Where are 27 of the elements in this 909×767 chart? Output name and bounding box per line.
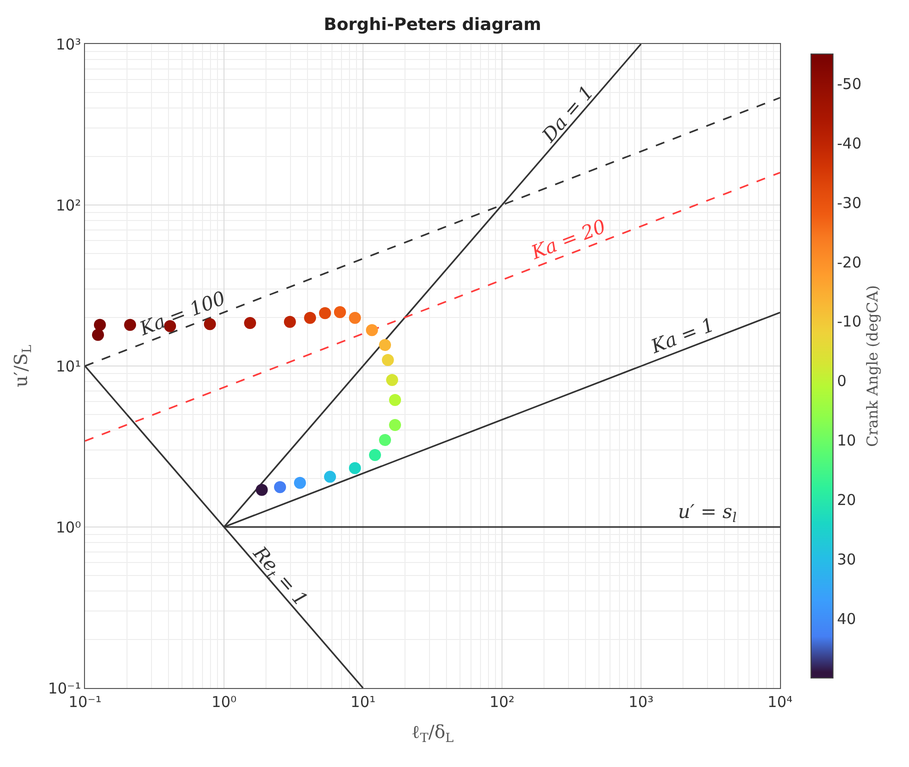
- color-bar-label: -20: [837, 253, 862, 272]
- annotation: Ka = 1: [647, 314, 718, 358]
- chart-title: Borghi-Peters diagram: [324, 14, 542, 35]
- color-bar-label: -50: [837, 74, 862, 93]
- color-bar-label: -40: [837, 134, 862, 152]
- x-tick-label: 10⁰: [211, 693, 237, 711]
- y-tick-label: 10²: [56, 196, 81, 214]
- x-tick-label: 10²: [489, 693, 515, 711]
- color-bar-label: -10: [837, 312, 862, 331]
- color-bar-label: 40: [837, 610, 856, 628]
- y-tick-label: 10³: [56, 35, 81, 54]
- x-tick-label: 10⁴: [767, 693, 793, 711]
- annotation: Da = 1: [537, 82, 598, 148]
- x-axis-title: ℓ$_{T}$/δ$_{L}$: [411, 722, 454, 745]
- color-bar-title: Crank Angle (degCA): [864, 285, 882, 447]
- color-bar-label: 30: [837, 550, 856, 568]
- color-bar-label: -30: [837, 194, 862, 212]
- y-tick-label: 10¹: [56, 357, 81, 376]
- x-tick-label: 10³: [628, 693, 654, 711]
- y-tick-label: 10⁰: [56, 518, 81, 536]
- color-bar-label: 0: [837, 372, 847, 390]
- color-bar-label: 20: [837, 490, 856, 509]
- annotation: u′ = s$_{l}$: [678, 501, 737, 526]
- annotation: Ka = 20: [528, 216, 609, 264]
- x-tick-label: 10¹: [350, 693, 376, 711]
- annotation: Ka = 100: [136, 287, 229, 341]
- color-bar-label: 10: [837, 432, 856, 450]
